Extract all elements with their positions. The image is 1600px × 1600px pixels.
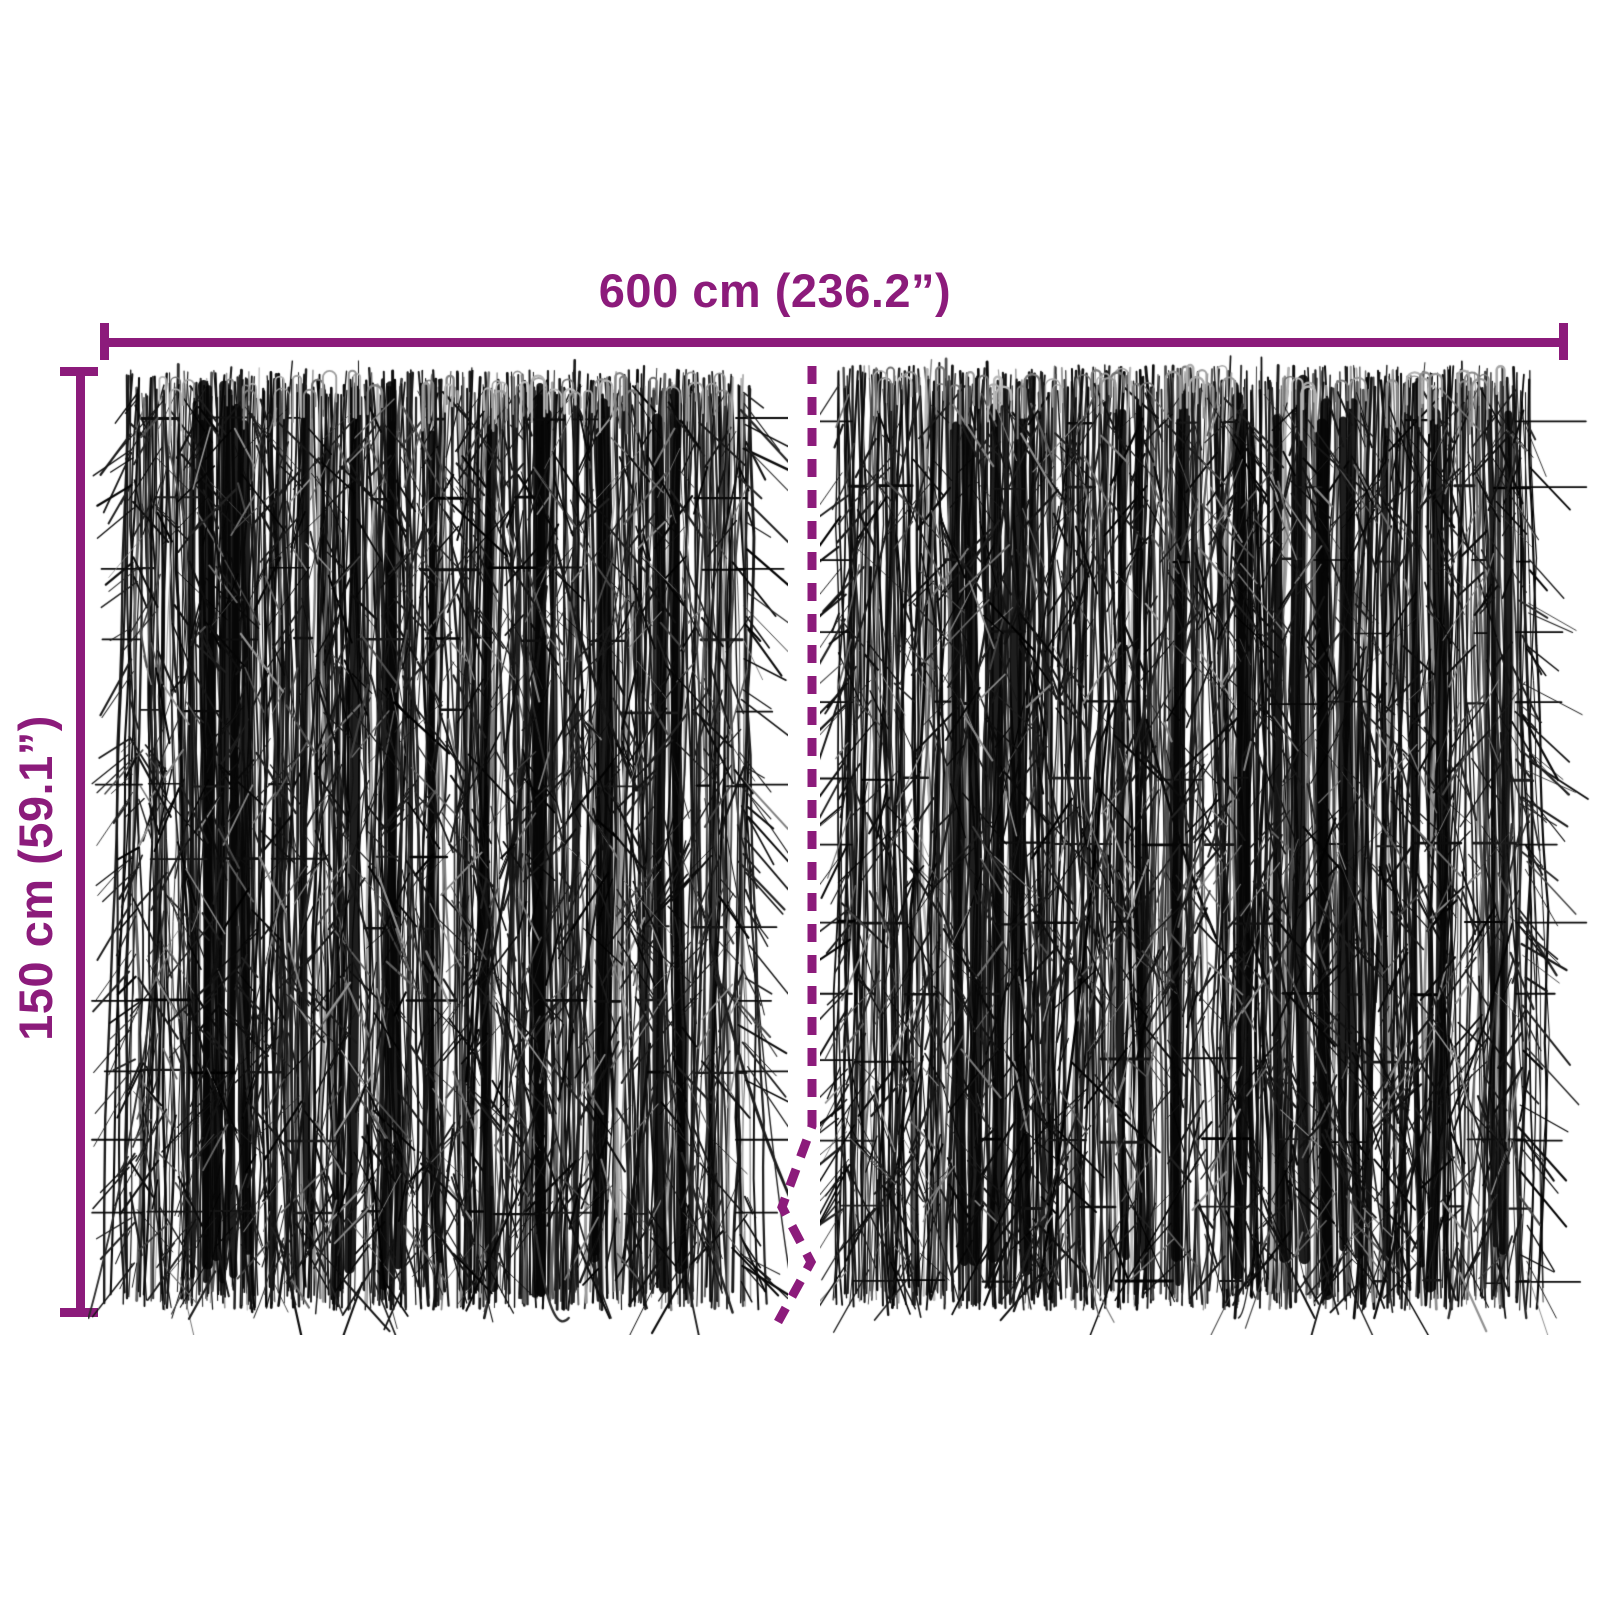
height-dimension-tick-top [60,367,98,376]
fence-panel-right [820,345,1600,1335]
fence-panel-left [88,350,788,1335]
height-dimension-label: 150 cm (59.1”) [9,715,62,1041]
height-dimension-tick-bottom [60,1308,98,1317]
width-dimension-tick-left [100,323,109,360]
height-dimension-line [76,368,85,1317]
width-dimension-line [104,338,1560,347]
width-dimension-tick-right [1559,323,1568,360]
width-dimension-label: 600 cm (236.2”) [598,264,952,317]
